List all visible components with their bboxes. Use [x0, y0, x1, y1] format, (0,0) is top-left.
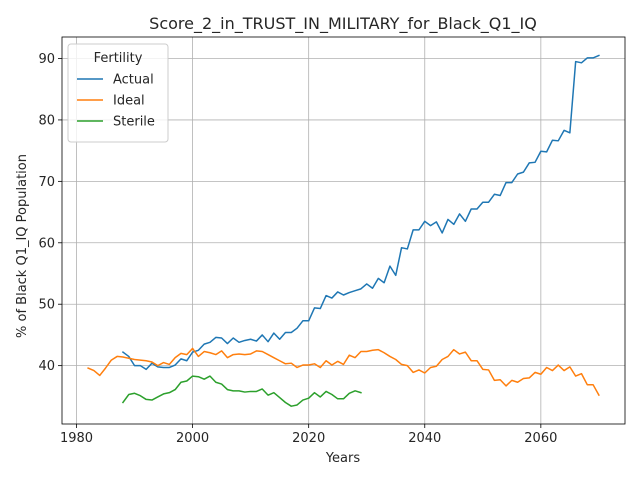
legend-title: Fertility — [94, 51, 143, 66]
y-axis-ticks: 40 50 60 70 80 90 — [38, 52, 62, 374]
x-tick-label-1: 2000 — [176, 431, 209, 446]
y-tick-label-3: 70 — [38, 175, 55, 190]
y-tick-label-2: 60 — [38, 236, 55, 251]
legend-entries: Actual Ideal Sterile — [77, 73, 155, 130]
x-axis-label: Years — [325, 451, 361, 466]
legend-label-ideal: Ideal — [113, 94, 145, 109]
plot-frame — [61, 36, 626, 425]
grid — [62, 37, 625, 424]
y-tick-label-4: 80 — [38, 113, 55, 128]
legend-label-actual: Actual — [113, 73, 154, 88]
chart-title: Score_2_in_TRUST_IN_MILITARY_for_Black_Q… — [149, 14, 537, 34]
y-axis-label: % of Black Q1_IQ Population — [15, 154, 30, 338]
x-tick-label-0: 1980 — [60, 431, 93, 446]
series-lines — [87, 54, 600, 407]
series-line-ideal — [87, 347, 600, 397]
x-tick-label-4: 2060 — [524, 431, 557, 446]
legend-label-sterile: Sterile — [113, 115, 155, 130]
y-tick-label-5: 90 — [38, 52, 55, 67]
y-tick-label-0: 40 — [38, 359, 55, 374]
x-tick-label-3: 2040 — [408, 431, 441, 446]
x-axis-ticks: 1980 2000 2020 2040 2060 — [60, 424, 557, 446]
legend: Fertility Actual Ideal Sterile — [67, 43, 169, 143]
series-line-sterile — [121, 375, 362, 407]
y-tick-label-1: 50 — [38, 298, 55, 313]
series-line-actual — [121, 54, 600, 371]
legend-frame — [67, 43, 169, 143]
x-tick-label-2: 2020 — [292, 431, 325, 446]
